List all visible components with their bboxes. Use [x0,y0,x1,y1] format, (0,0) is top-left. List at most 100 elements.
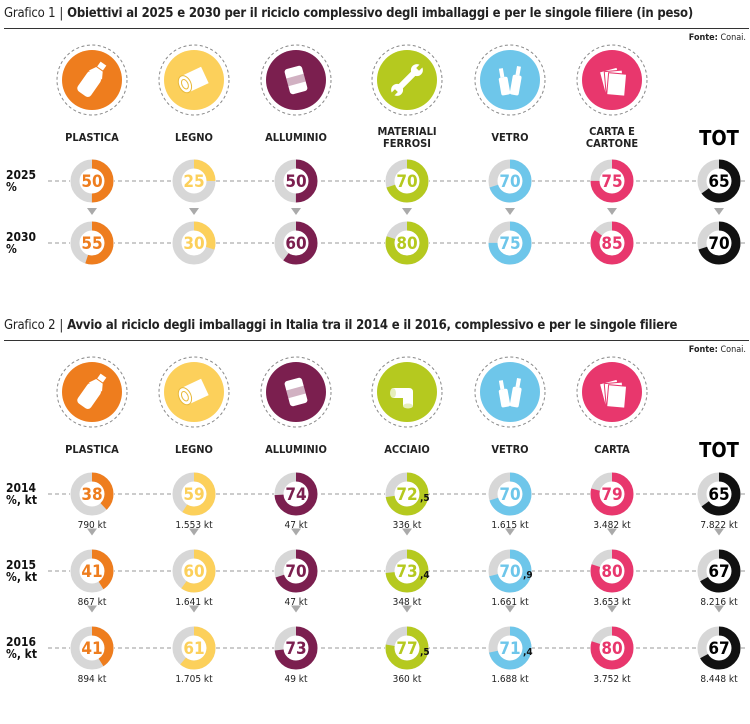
donut-total: 70 [697,221,741,265]
donut-wood-log: 59 [172,472,216,516]
badge-fill [480,50,540,110]
kt-value: 1.553 kt [175,520,213,531]
badge-fill [480,362,540,422]
donut-aluminium-can: 70 [274,549,318,593]
category-label: MATERIALI FERROSI [377,125,436,150]
donut-arc [385,472,429,516]
category-label: ALLUMINIO [265,443,327,456]
donut-value-label: 70 [708,234,729,254]
donut-arc [274,159,318,203]
donut-value-label: 59 [183,485,204,505]
donut-arc [385,549,429,593]
kt-total-value: 8.448 kt [700,674,738,685]
donut-arc [590,221,634,265]
total-label: TOT [699,438,740,462]
donut-arc [590,472,634,516]
chart1-title: Grafico 1 | Obiettivi al 2025 e 2030 per i… [4,6,693,21]
donut-value-label: 80 [396,234,417,254]
down-arrow-icon [607,208,617,215]
category-label: CARTA E CARTONE [586,125,638,150]
kt-value: 336 kt [393,520,422,531]
down-arrow-icon [189,528,199,536]
kt-value: 867 kt [78,597,107,608]
donut-arc [697,221,741,265]
category-label: PLASTICA [65,131,119,144]
paper-badge [576,44,648,116]
steel-pipe-icon [390,388,413,409]
dashed-ring [56,44,128,116]
donut-value-label: 75 [499,234,520,254]
aluminium-can-icon [284,377,308,407]
donut-arc [274,549,318,593]
donut-total: 65 [697,159,741,203]
donut-value-label: 70 [396,172,417,192]
donut-steel-pipe: 77,5 [385,626,430,670]
donut-arc [70,472,114,516]
donut-arc [172,626,216,670]
donut-paper: 75 [590,159,634,203]
donut-value-label: 38 [81,485,102,505]
donut-arc [172,159,216,203]
dashed-ring [371,356,443,428]
aluminium-can-icon [284,65,308,95]
wood-log-badge [158,44,230,116]
paper-badge [576,356,648,428]
donut-value-label: 71 [499,639,520,659]
down-arrow-icon [87,208,97,215]
donut-value-label: 60 [285,234,306,254]
dashed-ring [158,44,230,116]
dashed-ring [371,44,443,116]
donut-value-label: 79 [601,485,622,505]
donut-paper: 85 [590,221,634,265]
donut-aluminium-can: 60 [274,221,318,265]
down-arrow-icon [505,528,515,536]
plastic-bottle-icon [77,61,107,97]
donut-arc [385,159,429,203]
donut-arc [172,472,216,516]
donut-wood-log: 60 [172,549,216,593]
donut-arc [488,159,532,203]
category-label: LEGNO [175,131,213,144]
donut-aluminium-can: 50 [274,159,318,203]
donut-aluminium-can: 74 [274,472,318,516]
donut-value-label: 75 [601,172,622,192]
donut-arc [172,221,216,265]
row-label: 2014%, kt [6,481,37,507]
donut-plastic-bottle: 55 [70,221,114,265]
donut-value-label: 67 [708,562,729,582]
kt-total-value: 7.822 kt [700,520,738,531]
category-label: LEGNO [175,443,213,456]
row-label: 2016%, kt [6,635,37,661]
chart1-source-label: Fonte: [688,33,718,43]
donut-steel-pipe: 73,4 [385,549,430,593]
down-arrow-icon [714,605,724,613]
down-arrow-icon [291,528,301,536]
donut-value-label: 30 [183,234,204,254]
kt-value: 3.752 kt [593,674,631,685]
chart1-rule [4,28,749,29]
category-label: VETRO [491,443,528,456]
category-label: PLASTICA [65,443,119,456]
donut-arc [697,472,741,516]
donut-value-label: 73 [285,639,306,659]
kt-value: 47 kt [284,597,308,608]
paper-icon [598,378,628,409]
kt-value: 3.482 kt [593,520,631,531]
donut-value-label: 74 [285,485,306,505]
chart2-source: Fonte: Conai. [689,345,746,355]
glass-bottles-badge [474,356,546,428]
donut-value-label: 70 [499,172,520,192]
wood-log-badge [158,356,230,428]
glass-bottles-icon [498,378,522,408]
donut-plastic-bottle: 41 [70,549,114,593]
total-label: TOT [699,126,740,150]
donut-arc [385,221,429,265]
donut-glass-bottles: 70 [488,472,532,516]
dashed-ring [576,356,648,428]
dashed-ring [56,356,128,428]
donut-paper: 80 [590,549,634,593]
donut-value-label: 55 [81,234,102,254]
donut-arc [70,626,114,670]
donut-value-label: 41 [81,639,102,659]
donut-value-label: 60 [183,562,204,582]
